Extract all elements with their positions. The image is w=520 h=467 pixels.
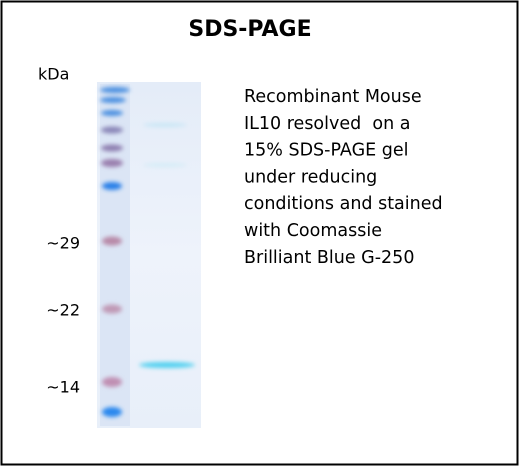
title: SDS-PAGE [188,17,311,42]
description-line: conditions and stained [244,194,443,214]
description-line: IL10 resolved on a [244,114,410,134]
marker-label: ~29 [46,234,80,253]
description-line: with Coomassie [244,221,382,241]
marker-label: ~14 [46,378,80,397]
marker-label: ~22 [46,301,80,320]
description-line: 15% SDS-PAGE gel [244,141,408,161]
description-line: Recombinant Mouse [244,87,422,107]
description: Recombinant Mouse IL10 resolved on a 15% S… [244,87,443,268]
unit-label: kDa [38,65,69,84]
description-line: Brilliant Blue G-250 [244,248,414,268]
description-line: under reducing [244,167,377,187]
gel [97,82,201,428]
